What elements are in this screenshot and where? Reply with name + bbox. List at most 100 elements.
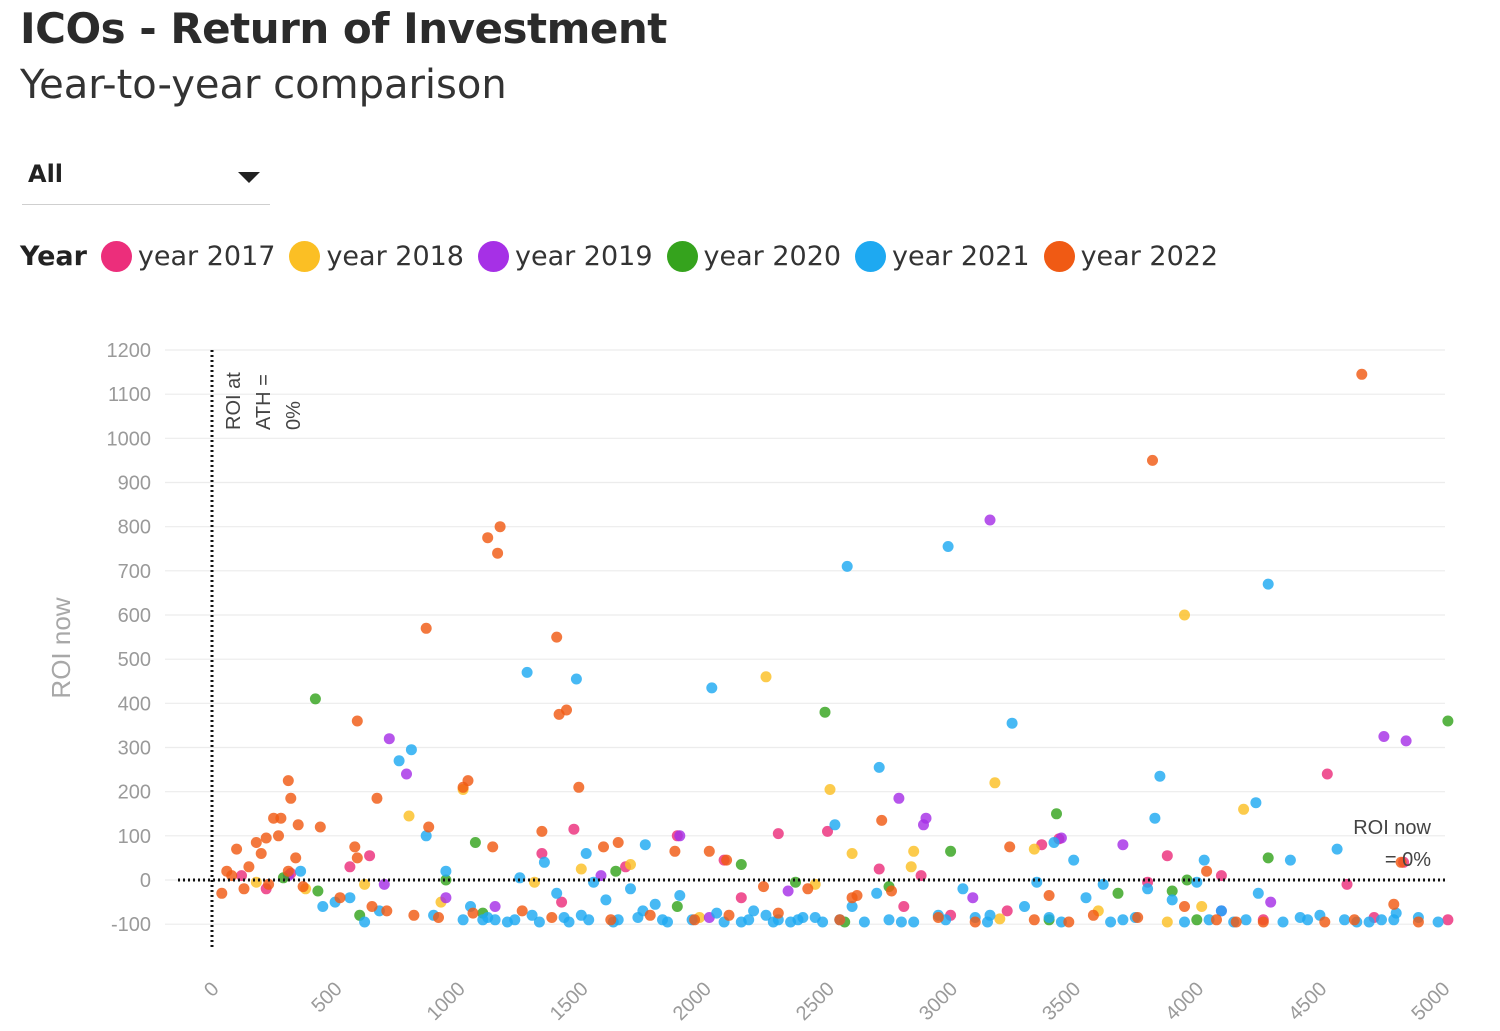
point-2022-64 [546,912,558,923]
point-2021-52 [1031,876,1043,888]
legend-item-2020[interactable]: year 2020 [666,240,842,272]
y-tick-label-800: 800 [118,517,151,539]
legend-item-2022[interactable]: year 2022 [1043,240,1218,272]
point-2020-17 [1191,914,1203,926]
point-2022-6 [551,631,563,643]
point-2020-13 [1166,885,1178,897]
point-2022-51 [238,883,250,895]
point-2021-4 [570,673,582,685]
ref-label-ath-line-1: ATH = [253,374,275,430]
point-2022-41 [1063,916,1075,928]
point-2021-50 [871,887,883,899]
point-2022-73 [1028,914,1040,926]
legend-label-2017: year 2017 [137,240,276,272]
x-tick-label-1000: 1000 [423,978,470,1025]
point-2021-87 [1105,916,1117,928]
y-axis-title: ROI now [46,597,76,698]
legend-item-2017[interactable]: year 2017 [100,240,276,272]
point-2018-19 [1196,901,1208,912]
point-2019-8 [674,830,686,842]
legend-label-2020: year 2020 [703,240,842,272]
point-2021-80 [858,916,870,928]
point-2019-13 [782,885,794,897]
point-2022-0 [1356,368,1368,380]
point-2021-101 [482,912,494,923]
point-2022-81 [846,892,858,904]
point-2021-97 [295,865,307,877]
point-2022-62 [467,907,479,919]
point-2022-30 [1004,841,1016,853]
point-2021-48 [711,907,723,919]
point-2021-2 [1262,578,1274,590]
y-tick-label-600: 600 [118,605,151,627]
point-2021-45 [588,876,600,888]
point-2022-33 [1201,865,1213,877]
legend-swatch-2018 [289,240,321,272]
point-2022-17 [423,821,435,833]
point-2021-11 [1250,797,1262,809]
point-2017-3 [822,825,833,837]
point-2021-20 [1331,843,1343,855]
point-2021-36 [895,916,907,928]
point-2017-20 [364,850,376,862]
point-2022-59 [381,905,393,917]
point-2021-35 [846,901,858,912]
ref-label-ath-line-2: 0% [283,401,305,430]
point-2021-9 [873,761,885,773]
point-2020-12 [1112,887,1124,899]
point-2021-54 [1142,883,1154,895]
point-2019-3 [1378,731,1390,742]
point-2021-85 [1043,912,1055,923]
point-2022-77 [1319,916,1331,928]
legend-item-2019[interactable]: year 2019 [477,240,653,272]
point-2019-11 [378,878,390,890]
point-2021-81 [883,914,895,926]
point-2017-26 [556,896,568,908]
point-2019-2 [984,514,996,526]
point-2022-27 [703,845,715,857]
point-2021-1 [942,541,954,552]
year-filter-dropdown[interactable]: All [22,152,270,205]
x-tick-label-5000: 5000 [1408,978,1455,1025]
point-2021-63 [440,865,452,877]
y-tick-label-700: 700 [118,561,151,583]
y-tick-label-1000: 1000 [107,428,152,450]
point-2019-7 [918,819,929,831]
point-2021-14 [639,839,651,851]
point-2019-16 [595,870,607,882]
point-2022-5 [420,622,432,634]
point-2021-58 [1388,914,1400,926]
point-2022-52 [216,887,228,899]
point-2022-61 [433,912,444,923]
point-2021-0 [841,560,853,572]
point-2022-28 [721,854,733,866]
point-2017-12 [1215,870,1227,882]
point-2022-69 [772,907,784,919]
point-2021-19 [1068,854,1080,866]
x-tick-label-0: 0 [200,978,223,1001]
legend-item-2018[interactable]: year 2018 [289,240,464,272]
point-2021-15 [420,830,432,842]
point-2022-46 [255,848,267,859]
y-tick-label-1200: 1200 [107,340,152,362]
point-2017-14 [1321,768,1333,780]
point-2020-1 [819,706,831,718]
point-2022-23 [314,821,326,833]
point-2022-21 [349,841,361,853]
point-2021-93 [1302,914,1314,926]
point-2021-47 [674,890,686,901]
point-2022-71 [932,912,944,923]
point-2022-16 [292,819,304,831]
point-2021-55 [1191,876,1203,888]
x-tick-label-1500: 1500 [546,978,593,1025]
x-tick-label-2500: 2500 [792,978,839,1025]
point-2022-75 [1132,912,1144,923]
point-2022-56 [297,881,309,893]
y-tick-label-400: 400 [118,693,151,715]
point-2022-76 [1211,914,1222,926]
point-2018-4 [1238,803,1250,815]
legend-label-2018: year 2018 [326,240,464,272]
legend-item-2021[interactable]: year 2021 [855,240,1030,272]
point-2021-6 [1006,717,1018,729]
point-2017-25 [536,848,548,859]
